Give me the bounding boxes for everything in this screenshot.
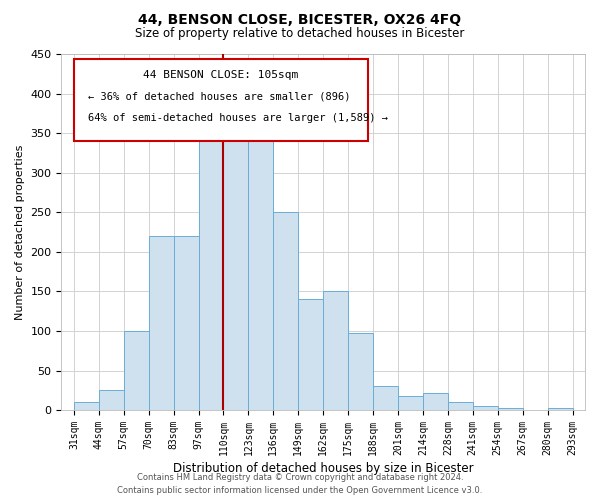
Bar [398,396,423,410]
Bar [274,212,298,410]
Bar [298,300,323,410]
Bar [348,332,373,410]
Bar [173,236,199,410]
Text: 44, BENSON CLOSE, BICESTER, OX26 4FQ: 44, BENSON CLOSE, BICESTER, OX26 4FQ [139,12,461,26]
Text: Contains HM Land Registry data © Crown copyright and database right 2024.
Contai: Contains HM Land Registry data © Crown c… [118,474,482,495]
X-axis label: Distribution of detached houses by size in Bicester: Distribution of detached houses by size … [173,462,473,475]
Bar [448,402,473,410]
Bar [124,331,149,410]
FancyBboxPatch shape [74,60,368,141]
Text: Size of property relative to detached houses in Bicester: Size of property relative to detached ho… [136,28,464,40]
Bar [99,390,124,410]
Text: 64% of semi-detached houses are larger (1,589) →: 64% of semi-detached houses are larger (… [88,113,388,123]
Bar [473,406,498,410]
Text: ← 36% of detached houses are smaller (896): ← 36% of detached houses are smaller (89… [88,92,350,102]
Text: 44 BENSON CLOSE: 105sqm: 44 BENSON CLOSE: 105sqm [143,70,299,80]
Bar [423,392,448,410]
Bar [149,236,173,410]
Bar [248,129,274,410]
Bar [373,386,398,410]
Y-axis label: Number of detached properties: Number of detached properties [15,144,25,320]
Bar [74,402,99,410]
Bar [548,408,572,410]
Bar [323,292,348,410]
Bar [199,125,223,410]
Bar [223,122,248,410]
Bar [498,408,523,410]
